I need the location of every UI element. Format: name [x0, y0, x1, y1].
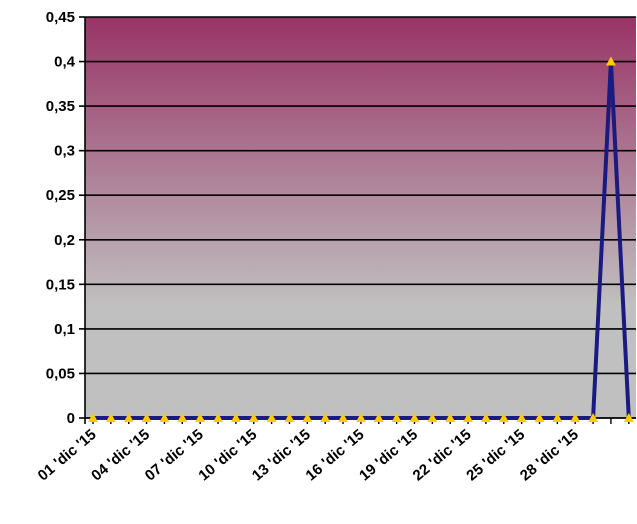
data-point	[248, 413, 259, 422]
data-point	[213, 413, 224, 422]
data-point	[88, 413, 98, 422]
x-tick-label: 22 'dic '15	[410, 426, 475, 484]
data-point	[391, 413, 402, 422]
data-point	[623, 413, 634, 422]
data-point	[105, 413, 116, 422]
x-tick-label: 19 'dic '15	[356, 426, 421, 484]
data-point	[284, 413, 295, 422]
data-point	[534, 413, 545, 422]
x-tick-label: 13 'dic '15	[249, 426, 314, 484]
y-tick-label: 0,4	[54, 54, 76, 71]
data-point	[516, 413, 527, 422]
y-tick-label: 0,05	[46, 365, 75, 382]
series	[88, 56, 634, 422]
data-point	[427, 413, 438, 422]
data-point	[338, 413, 349, 422]
data-point	[373, 413, 384, 422]
data-point	[588, 413, 599, 422]
data-point	[302, 413, 313, 422]
x-tick-label: 07 'dic '15	[142, 426, 207, 484]
y-tick-label: 0,3	[54, 143, 75, 160]
data-point	[570, 413, 581, 422]
x-tick-label: 04 'dic '15	[88, 426, 153, 484]
gridlines	[85, 16, 636, 419]
data-point	[266, 413, 277, 422]
x-tick-label: 16 'dic '15	[303, 426, 368, 484]
x-tick-label: 28 'dic '15	[517, 426, 582, 484]
data-point	[141, 413, 152, 422]
data-point	[445, 413, 456, 422]
x-tick-label: 25 'dic '15	[463, 426, 528, 484]
y-tick-label: 0,25	[46, 187, 75, 204]
data-point	[159, 413, 170, 422]
x-tick-label: 01 'dic '15	[35, 426, 100, 484]
data-point	[355, 413, 366, 422]
data-point	[177, 413, 188, 422]
data-point	[463, 413, 474, 422]
y-axis-ticks: 0 0,05 0,1 0,15 0,2 0,25 0,3 0,35 0,4 0,45	[46, 9, 85, 427]
data-point	[409, 413, 420, 422]
x-tick-label: 10 'dic '15	[195, 426, 260, 484]
data-point	[195, 413, 206, 422]
y-tick-label: 0,15	[46, 276, 75, 293]
y-tick-label: 0,45	[46, 9, 75, 26]
y-tick-label: 0,1	[54, 321, 75, 338]
data-point	[498, 413, 509, 422]
data-point	[123, 413, 134, 422]
y-tick-label: 0	[67, 410, 75, 427]
data-point	[480, 413, 491, 422]
y-tick-label: 0,35	[46, 98, 75, 115]
data-point	[320, 413, 331, 422]
data-point	[552, 413, 563, 422]
y-tick-label: 0,2	[54, 232, 75, 249]
data-point	[230, 413, 241, 422]
plot-area	[85, 17, 636, 418]
data-point	[605, 56, 616, 66]
